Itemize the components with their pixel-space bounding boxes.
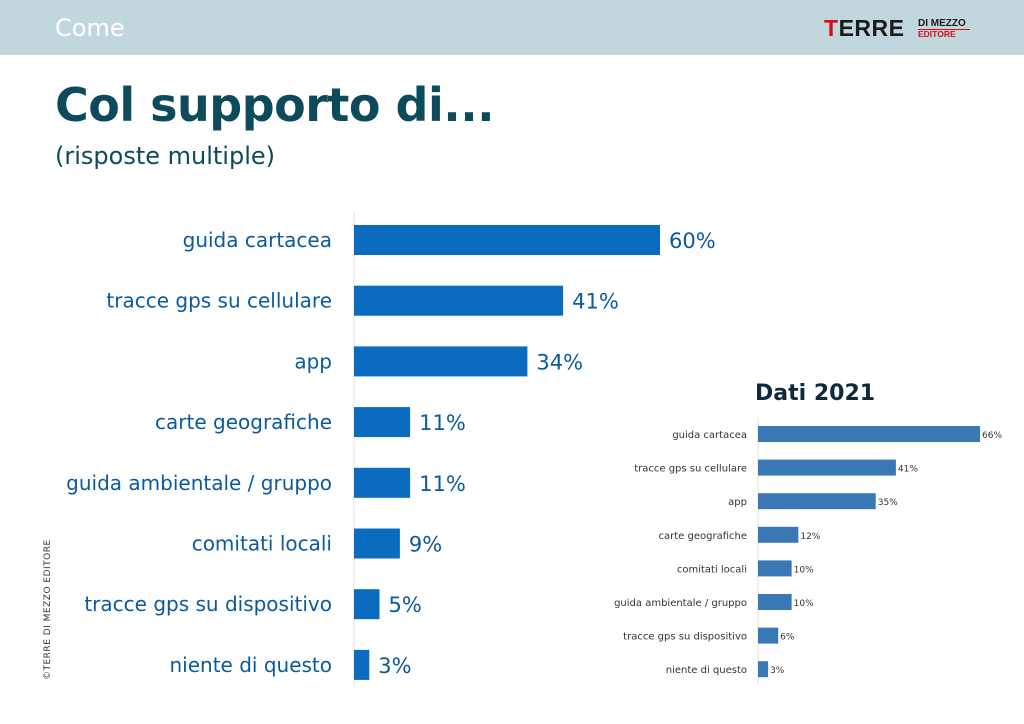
inset-bar (758, 627, 779, 644)
logo-subtext: DI MEZZO (918, 18, 966, 29)
main-bar (354, 407, 411, 438)
main-bar (354, 285, 564, 316)
inset-category-label: guida cartacea (672, 430, 747, 441)
inset-bar (758, 661, 769, 678)
main-value-label: 11% (419, 472, 466, 496)
main-bar (354, 649, 370, 680)
main-category-label: tracce gps su dispositivo (84, 592, 332, 616)
inset-bar (758, 493, 876, 510)
main-value-label: 41% (572, 290, 619, 314)
logo-divider (918, 29, 970, 30)
main-bar (354, 225, 660, 255)
inset-value-label: 3% (770, 666, 785, 676)
main-category-label: guida ambientale / gruppo (66, 471, 332, 495)
inset-value-label: 35% (878, 498, 898, 508)
main-category-label: comitati locali (192, 532, 332, 556)
main-category-label: app (294, 349, 332, 373)
logo-wordmark: TERRE (824, 15, 905, 41)
inset-category-label: niente di questo (666, 665, 747, 676)
inset-bar (758, 594, 792, 610)
main-category-label: niente di questo (170, 653, 333, 677)
main-value-label: 34% (536, 350, 583, 374)
logo-subtext-editore: EDITORE (918, 29, 956, 39)
inset-value-label: 10% (794, 599, 814, 609)
main-category-label: tracce gps su cellulare (106, 289, 332, 313)
inset-value-label: 41% (898, 465, 918, 475)
main-value-label: 11% (419, 411, 466, 435)
main-value-label: 60% (669, 229, 716, 253)
inset-category-label: comitati locali (677, 564, 747, 575)
main-value-label: 3% (378, 654, 411, 678)
section-label: Come (55, 14, 125, 42)
inset-value-label: 10% (794, 565, 814, 575)
inset-category-label: carte geografiche (659, 531, 747, 542)
main-bar (354, 528, 400, 559)
inset-category-label: guida ambientale / gruppo (614, 598, 747, 609)
page-title: Col supporto di... (55, 78, 495, 132)
inset-category-label: tracce gps su dispositivo (623, 632, 747, 643)
header-bar (0, 0, 1024, 55)
main-bar (354, 589, 380, 620)
page-subtitle: (risposte multiple) (55, 142, 275, 170)
inset-value-label: 12% (800, 532, 820, 542)
main-value-label: 9% (409, 533, 442, 557)
main-category-label: guida cartacea (183, 228, 332, 252)
inset-bar (758, 560, 792, 577)
main-bar (354, 467, 411, 498)
inset-bar (758, 526, 799, 543)
publisher-logo: TERRE DI MEZZO EDITORE (824, 15, 974, 43)
main-category-label: carte geografiche (155, 410, 332, 434)
inset-category-label: app (728, 497, 747, 508)
main-value-label: 5% (389, 593, 422, 617)
inset-bar (758, 426, 980, 442)
inset-value-label: 6% (780, 633, 795, 643)
inset-category-label: tracce gps su cellulare (634, 464, 747, 475)
main-bar (354, 346, 528, 377)
inset-bar (758, 459, 896, 476)
inset-value-label: 66% (982, 431, 1002, 441)
inset-chart-title: Dati 2021 (755, 381, 876, 406)
